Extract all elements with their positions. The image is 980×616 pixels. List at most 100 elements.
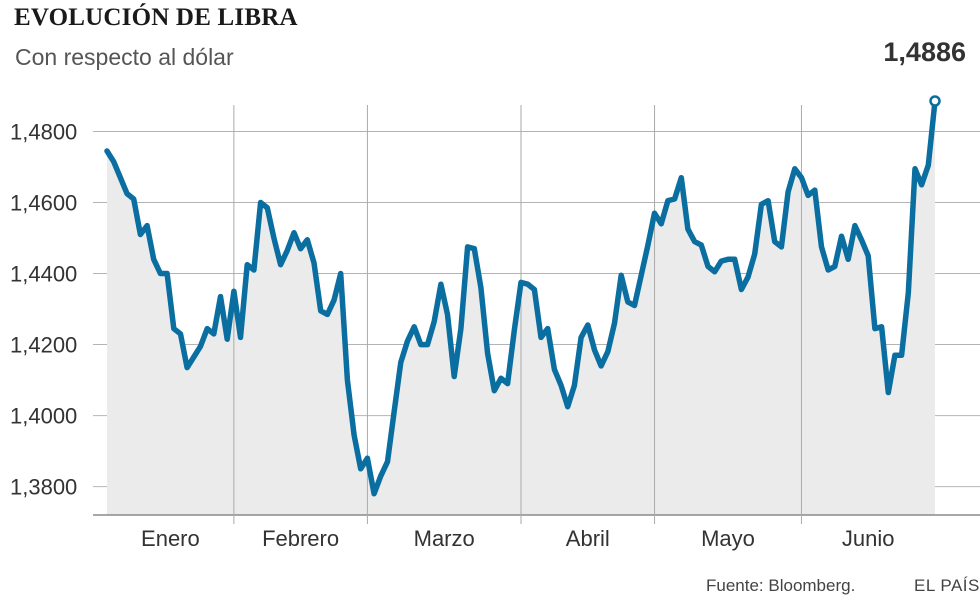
data-point [872,326,877,331]
data-point [438,282,443,287]
data-point [559,383,564,388]
data-point [485,351,490,356]
data-point [338,271,343,276]
data-point [766,198,771,203]
data-point [632,303,637,308]
y-tick-label: 1,4200 [10,333,77,358]
data-point [599,363,604,368]
data-point [392,410,397,415]
data-point [398,360,403,365]
data-point [185,365,190,370]
data-point [298,246,303,251]
data-point [285,248,290,253]
data-point [539,335,544,340]
data-point [478,285,483,290]
data-point [846,257,851,262]
data-point [138,232,143,237]
data-point [432,319,437,324]
data-point [105,149,110,154]
data-point [892,353,897,358]
x-tick-label: Febrero [262,526,339,551]
data-point [899,353,904,358]
y-tick-label: 1,3800 [10,475,77,500]
data-point [866,253,871,258]
data-point [639,273,644,278]
last-value-marker [929,95,941,107]
data-point [786,189,791,194]
data-point [198,344,203,349]
data-point [425,342,430,347]
data-point [645,243,650,248]
data-point [739,287,744,292]
data-point [312,260,317,265]
data-point [619,273,624,278]
data-point [886,390,891,395]
data-point [672,197,677,202]
data-point [178,331,183,336]
data-point [685,227,690,232]
data-point [652,211,657,216]
data-point [271,236,276,241]
data-point [358,466,363,471]
data-point [158,271,163,276]
data-point [265,205,270,210]
data-point [205,326,210,331]
data-point [445,312,450,317]
x-tick-label: Mayo [701,526,755,551]
data-point [906,291,911,296]
source-note: Fuente: Bloomberg. [706,576,856,595]
y-tick-label: 1,4000 [10,404,77,429]
data-point [752,252,757,257]
data-point [665,198,670,203]
data-point [605,349,610,354]
data-point [125,191,130,196]
data-point [572,383,577,388]
data-point [131,197,136,202]
x-axis: Enero Febrero Marzo Abril Mayo Junio [93,105,980,551]
data-point [525,282,530,287]
data-point [385,459,390,464]
data-point [472,246,477,251]
x-tick-label: Abril [566,526,610,551]
data-point [231,289,236,294]
data-point [519,280,524,285]
data-point [218,294,223,299]
data-point [292,230,297,235]
data-point [552,367,557,372]
data-point [251,268,256,273]
data-point [726,257,731,262]
data-point [245,262,250,267]
data-point [418,342,423,347]
data-point [592,347,597,352]
data-point [258,200,263,205]
data-point [332,298,337,303]
data-point [111,159,116,164]
x-tick-label: Junio [842,526,895,551]
data-point [819,244,824,249]
data-point [458,326,463,331]
data-point [352,433,357,438]
data-point [372,491,377,496]
data-point [812,188,817,193]
data-point [238,335,243,340]
data-point [732,257,737,262]
data-point [318,308,323,313]
data-point [699,243,704,248]
data-point [412,324,417,329]
data-point [452,374,457,379]
data-point [151,257,156,262]
x-tick-label: Marzo [414,526,475,551]
data-point [512,328,517,333]
chart-subtitle: Con respecto al dólar [15,44,234,70]
data-point [365,456,370,461]
data-point [679,175,684,180]
data-point [532,287,537,292]
data-point [225,337,230,342]
data-point [499,376,504,381]
data-point [405,339,410,344]
data-point [545,326,550,331]
data-point [171,326,176,331]
data-point [719,259,724,264]
data-point [832,264,837,269]
